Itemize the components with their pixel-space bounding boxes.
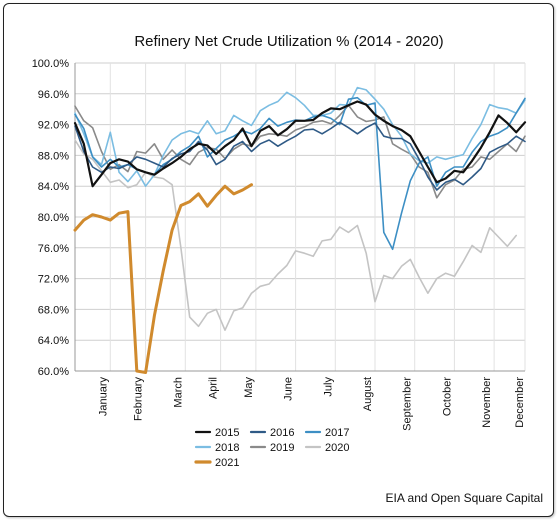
x-tick-label: March (172, 377, 184, 408)
y-tick-label: 80.0% (38, 212, 69, 224)
x-tick-label: May (243, 377, 255, 398)
gridlines (74, 62, 526, 372)
series-lines (73, 86, 527, 374)
chart-title: Refinery Net Crude Utilization % (2014 -… (134, 33, 443, 50)
x-tick-label: September (402, 377, 414, 431)
y-tick-label: 60.0% (38, 366, 69, 378)
x-tick-label: February (133, 377, 145, 422)
y-tick-label: 76.0% (38, 243, 69, 255)
series-line-2019 (74, 104, 526, 199)
x-axis-month-labels: January February March April May June July Augu… (97, 377, 526, 431)
y-tick-label: 72.0% (38, 274, 69, 286)
series-line-2018 (74, 86, 526, 187)
legend-label-2017: 2017 (325, 427, 349, 439)
y-tick-label: 84.0% (38, 181, 69, 193)
x-tick-label: October (441, 377, 453, 416)
legend-label-2016: 2016 (270, 427, 294, 439)
x-tick-label: November (481, 377, 493, 428)
y-tick-label: 96.0% (38, 89, 69, 101)
x-tick-label: June (283, 377, 295, 401)
legend-label-2015: 2015 (215, 427, 239, 439)
x-tick-label: January (97, 377, 109, 417)
x-tick-label: December (514, 377, 526, 428)
legend: 2015 2016 2017 2018 2019 2020 2021 (194, 427, 349, 469)
legend-label-2020: 2020 (325, 442, 349, 454)
series-line-2016 (74, 121, 526, 191)
legend-label-2018: 2018 (215, 442, 239, 454)
chart-frame (3, 3, 554, 517)
y-tick-label: 88.0% (38, 150, 69, 162)
y-tick-label: 68.0% (38, 304, 69, 316)
series-line-2021 (73, 183, 253, 374)
legend-label-2021: 2021 (215, 457, 239, 469)
legend-label-2019: 2019 (270, 442, 294, 454)
y-axis-ticks: 60.0% 64.0% 68.0% 72.0% 76.0% 80.0% 84.0% 88.0%… (32, 58, 70, 378)
y-tick-label: 64.0% (38, 335, 69, 347)
x-tick-label: April (208, 377, 220, 399)
source-credit: EIA and Open Square Capital (386, 491, 543, 505)
x-tick-label: July (322, 377, 334, 397)
series-line-2015 (73, 100, 527, 188)
y-tick-label: 100.0% (32, 58, 70, 70)
y-tick-label: 92.0% (38, 120, 69, 132)
x-tick-label: August (362, 377, 374, 411)
